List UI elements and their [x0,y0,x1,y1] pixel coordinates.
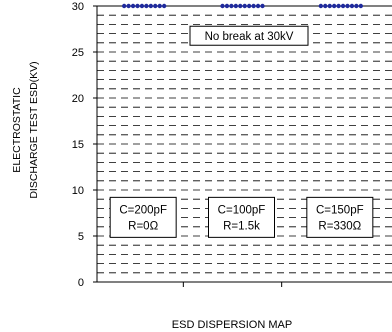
data-point [336,3,341,9]
data-point [130,3,136,9]
data-points [121,3,364,9]
data-point [354,3,359,9]
data-point [323,3,328,9]
y-tick-label: 30 [72,1,84,13]
condition-box [208,196,275,238]
data-point [233,3,239,9]
data-point [161,3,167,9]
data-point [349,3,355,9]
data-point [157,3,162,9]
data-point [224,3,230,9]
data-point [135,3,140,9]
data-point [242,3,247,9]
data-point [121,3,127,9]
data-point [340,3,346,9]
condition-label: R=1.5k [223,220,260,232]
annotation-text: No break at 30kV [205,31,294,43]
data-point [238,3,243,9]
y-tick-label: 0 [78,277,84,289]
condition-label: R=330Ω [318,220,361,232]
data-point [331,3,337,9]
condition-label: C=200pF [119,204,167,216]
y-tick-label: 10 [72,185,84,197]
condition-box [306,196,374,238]
data-point [260,3,265,9]
condition-label: R=0Ω [128,220,158,232]
annotation-box [189,25,309,46]
data-point [246,3,252,9]
data-point [318,3,324,9]
data-point [255,3,261,9]
data-point [251,3,256,9]
condition-label: C=150pF [316,204,364,216]
data-point [148,3,154,9]
y-axis-ticks: 0 5 10 15 20 25 30 [72,1,97,289]
condition-label: C=100pF [218,204,266,216]
data-point [358,3,364,9]
data-point [345,3,350,9]
y-tick-label: 15 [72,139,84,151]
condition-labels: C=200pF R=0Ω C=100pF R=1.5k C=150pF R=330Ω [109,196,374,238]
x-axis-ticks [182,282,283,287]
y-tick-label: 25 [72,47,84,59]
data-point [144,3,149,9]
annotation-group: No break at 30kV [189,25,309,46]
y-tick-label: 20 [72,93,84,105]
y-tick-label: 5 [78,231,84,243]
x-axis-label: ESD DISPERSION MAP [172,319,292,331]
y-axis-label-line1: ELECTROSTATIC [11,87,23,173]
data-point [153,3,158,9]
data-point [126,3,131,9]
data-point [327,3,332,9]
data-point [229,3,234,9]
condition-box [109,196,177,238]
y-axis-label-line2: DISCHARGE TEST ESD(KV) [28,61,40,198]
data-point [139,3,145,9]
data-point [220,3,225,9]
